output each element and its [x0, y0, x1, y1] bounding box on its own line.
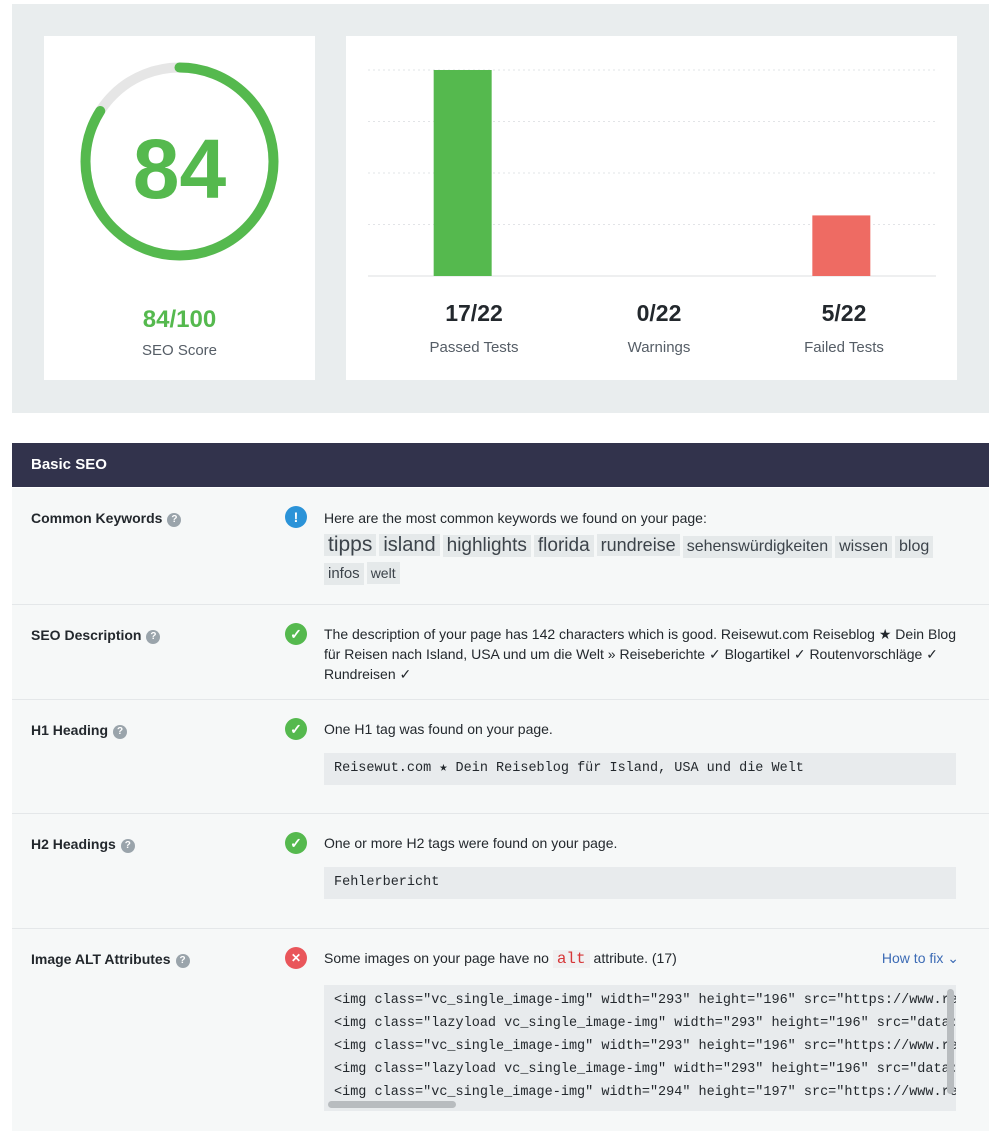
img-alt-text-before: Some images on your page have no: [324, 950, 549, 966]
bar-passed-tests: [433, 70, 492, 276]
score-label: SEO Score: [141, 342, 218, 359]
chevron-down-icon: ⌄: [947, 950, 959, 966]
code-line: <img class="vc_single_image-img" width="…: [334, 1085, 956, 1100]
stat-failed-label: Failed Tests: [804, 339, 884, 356]
info-icon: !: [285, 506, 307, 528]
horizontal-scrollbar[interactable]: [328, 1101, 456, 1108]
score-gauge-arc: [80, 62, 279, 261]
keyword-chip: infos: [324, 563, 364, 585]
code-line: <img class="lazyload vc_single_image-img…: [334, 1062, 956, 1077]
code-line: <img class="vc_single_image-img" width="…: [334, 993, 956, 1008]
row-body: Here are the most common keywords we fou…: [324, 508, 969, 587]
row-title-text: Common Keywords: [31, 510, 163, 526]
row-title: SEO Description?: [31, 627, 161, 644]
summary-panel: 84 84/100 SEO Score 17/22 Passed Tests 0…: [12, 4, 989, 413]
row-title-text: Image ALT Attributes: [31, 951, 171, 967]
code-line: <img class="lazyload vc_single_image-img…: [334, 1016, 956, 1031]
score-fraction: 84/100: [142, 306, 217, 333]
row-title: Image ALT Attributes?: [31, 951, 190, 968]
h1-code-block: Reisewut.com ★ Dein Reiseblog für Island…: [324, 753, 956, 785]
h1-text: One H1 tag was found on your page.: [324, 721, 553, 737]
stat-passed: 17/22 Passed Tests: [384, 300, 564, 356]
stat-failed-value: 5/22: [821, 300, 867, 326]
img-alt-code-block[interactable]: <img class="vc_single_image-img" width="…: [324, 985, 956, 1111]
how-to-fix-label: How to fix: [881, 950, 944, 966]
tests-bar-chart: [368, 69, 936, 277]
keyword-list: tipps island highlights florida rundreise seh…: [324, 532, 969, 587]
stat-warnings: 0/22 Warnings: [569, 300, 749, 356]
stat-warnings-label: Warnings: [627, 339, 691, 356]
bar-failed-tests: [812, 215, 871, 276]
check-icon: ✓: [285, 718, 307, 740]
row-common-keywords: Common Keywords? ! Here are the most com…: [12, 488, 989, 605]
row-title-text: SEO Description: [31, 627, 142, 643]
alt-code: alt: [552, 950, 590, 968]
help-icon[interactable]: ?: [120, 839, 135, 853]
stat-failed: 5/22 Failed Tests: [754, 300, 934, 356]
keyword-chip: wissen: [835, 536, 893, 558]
error-icon: ✕: [285, 947, 307, 969]
code-line: <img class="vc_single_image-img" width="…: [334, 1039, 956, 1054]
row-seo-description: SEO Description? ✓ The description of yo…: [12, 605, 989, 700]
check-icon: ✓: [285, 623, 307, 645]
section-header: Basic SEO: [12, 443, 989, 487]
row-title: Common Keywords?: [31, 510, 182, 527]
h2-code-block: Fehlerbericht: [324, 867, 956, 899]
keyword-chip: florida: [533, 535, 594, 557]
how-to-fix-link[interactable]: How to fix ⌄: [882, 950, 959, 967]
score-card: 84 84/100 SEO Score: [44, 36, 315, 380]
keyword-chip: tipps: [324, 534, 377, 556]
keyword-chip: sehenswürdigkeiten: [682, 536, 833, 558]
score-gauge: 84: [80, 62, 279, 261]
score-big-number: 84: [133, 122, 227, 216]
stat-passed-label: Passed Tests: [429, 339, 519, 356]
keyword-chip: rundreise: [596, 534, 680, 556]
img-alt-text-after: attribute. (17): [593, 950, 677, 966]
help-icon[interactable]: ?: [175, 954, 190, 968]
keyword-chip: blog: [895, 536, 934, 558]
description-text: The description of your page has 142 cha…: [324, 626, 956, 682]
keywords-intro: Here are the most common keywords we fou…: [324, 510, 707, 526]
keyword-chip: welt: [366, 562, 400, 584]
help-icon[interactable]: ?: [146, 630, 161, 644]
row-title-text: H2 Headings: [31, 836, 116, 852]
vertical-scrollbar[interactable]: [947, 989, 954, 1094]
row-image-alt: Image ALT Attributes? ✕ Some images on y…: [12, 929, 989, 1131]
row-h1-heading: H1 Heading? ✓ One H1 tag was found on yo…: [12, 700, 989, 814]
help-icon[interactable]: ?: [167, 513, 182, 527]
tests-chart-card: 17/22 Passed Tests 0/22 Warnings 5/22 Fa…: [346, 36, 957, 380]
row-title: H1 Heading?: [31, 722, 128, 739]
help-icon[interactable]: ?: [113, 725, 128, 739]
check-icon: ✓: [285, 832, 307, 854]
keyword-chip: highlights: [442, 535, 531, 557]
h2-text: One or more H2 tags were found on your p…: [324, 835, 618, 851]
section-title: Basic SEO: [31, 456, 107, 473]
stat-passed-value: 17/22: [445, 300, 503, 326]
row-h2-headings: H2 Headings? ✓ One or more H2 tags were …: [12, 814, 989, 929]
img-alt-text: Some images on your page have no alt att…: [324, 948, 969, 969]
row-title-text: H1 Heading: [31, 722, 109, 738]
keyword-chip: island: [379, 534, 440, 556]
row-title: H2 Headings?: [31, 836, 135, 853]
stat-warnings-value: 0/22: [636, 300, 682, 326]
